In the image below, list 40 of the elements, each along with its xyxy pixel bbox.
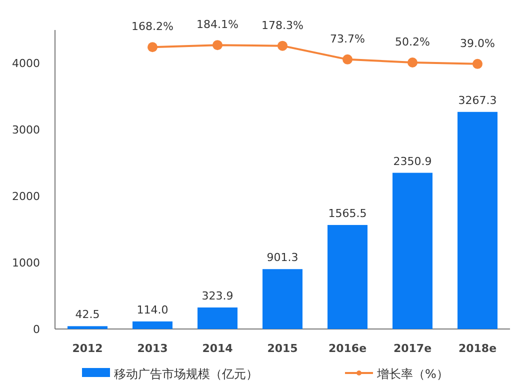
- bar: [328, 224, 368, 329]
- y-tick-label: 0: [33, 323, 40, 336]
- y-tick-label: 1000: [12, 256, 40, 270]
- y-tick-label: 2000: [12, 190, 40, 204]
- point: [212, 40, 222, 50]
- bar: [132, 321, 172, 329]
- data-label: 168.2%: [132, 20, 174, 34]
- x-tick-label: 2016e: [328, 342, 367, 355]
- data-label: 1565.5: [328, 206, 367, 220]
- bar: [458, 112, 498, 329]
- data-label: 42.5: [75, 308, 100, 322]
- y-tick-label: 3000: [12, 124, 40, 137]
- point: [278, 40, 288, 51]
- data-label: 50.2%: [395, 35, 430, 48]
- y-tick-label: 4000: [12, 57, 40, 70]
- bar: [198, 307, 238, 329]
- data-label: 2350.9: [393, 154, 432, 168]
- data-label: 3267.3: [458, 94, 497, 107]
- bar: [392, 172, 432, 329]
- x-tick-label: 2014: [202, 342, 234, 355]
- data-label: 184.1%: [196, 18, 238, 32]
- bar: [262, 269, 302, 329]
- x-tick-label: 2013: [137, 342, 168, 355]
- data-label: 323.9: [202, 289, 234, 302]
- point: [342, 54, 352, 64]
- x-tick-label: 2018e: [458, 342, 497, 355]
- data-label: 39.0%: [460, 36, 495, 50]
- data-label: 178.3%: [262, 18, 304, 32]
- legend-label: 移动广告市场规模（亿元）: [114, 367, 258, 381]
- legend-label: 增长率（%）: [376, 367, 448, 381]
- data-label: 901.3: [266, 251, 298, 264]
- x-tick-label: 2015: [267, 342, 298, 355]
- data-label: 73.7%: [330, 32, 365, 46]
- point: [408, 57, 418, 68]
- bar: [68, 326, 108, 329]
- x-tick-label: 2012: [72, 342, 103, 355]
- x-tick-label: 2017e: [393, 342, 432, 355]
- data-label: 114.0: [136, 303, 168, 316]
- point: [148, 42, 158, 52]
- point: [472, 58, 482, 69]
